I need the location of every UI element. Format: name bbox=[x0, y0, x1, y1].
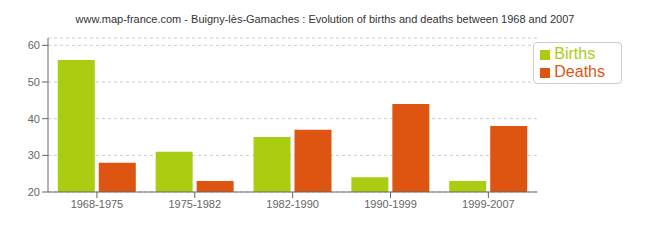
svg-text:20: 20 bbox=[28, 186, 40, 198]
svg-text:40: 40 bbox=[28, 113, 40, 125]
html-text:Births: Births bbox=[554, 45, 596, 62]
svg-text:1975-1982: 1975-1982 bbox=[168, 198, 221, 210]
svg-text:30: 30 bbox=[28, 149, 40, 161]
html-text:www.map-france.com - Buigny-lè: www.map-france.com - Buigny-lès-Gamaches… bbox=[75, 13, 575, 25]
svg-text:1990-1999: 1990-1999 bbox=[364, 198, 417, 210]
svg-text:50: 50 bbox=[28, 76, 40, 88]
html-text:Deaths: Deaths bbox=[554, 63, 605, 80]
svg-text:1999-2007: 1999-2007 bbox=[462, 198, 515, 210]
svg-text:1982-1990: 1982-1990 bbox=[266, 198, 319, 210]
svg-text:60: 60 bbox=[28, 39, 40, 51]
svg-text:1968-1975: 1968-1975 bbox=[71, 198, 124, 210]
